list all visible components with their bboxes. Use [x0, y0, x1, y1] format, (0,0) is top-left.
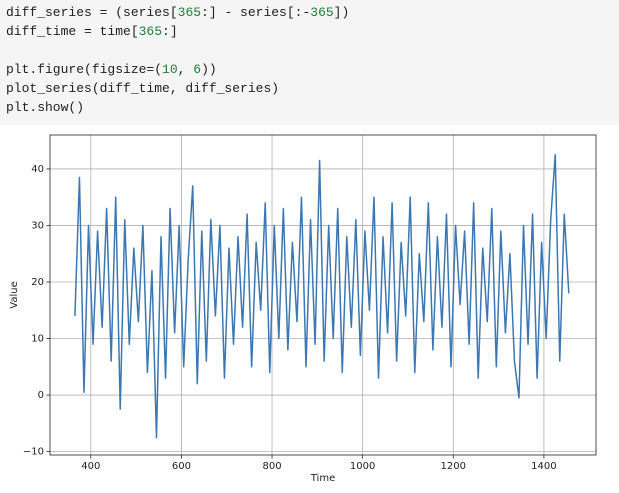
code-token: plt.figure(figsize=( — [6, 62, 163, 77]
x-tick-label: 1000 — [350, 461, 375, 472]
code-token: )) — [201, 62, 217, 77]
code-token: 365 — [177, 5, 202, 20]
code-token: 365 — [310, 5, 334, 20]
y-tick-label: 40 — [31, 164, 44, 175]
code-token: plot_series(diff_time, diff_series) — [6, 81, 280, 96]
code-token: ]) — [333, 5, 350, 20]
code-block: diff_series = (series[365:] - series[:-3… — [6, 3, 613, 41]
code-line: diff_series = (series[365:] - series[:-3… — [6, 3, 613, 22]
code-line: plot_series(diff_time, diff_series) — [6, 79, 613, 98]
code-token: 6 — [193, 62, 202, 77]
code-block: plt.figure(figsize=(10, 6)) plot_series(d… — [6, 60, 613, 117]
x-tick-label: 400 — [81, 461, 100, 472]
y-tick-label: 10 — [31, 334, 44, 345]
code-token: diff_series = (series[ — [6, 5, 178, 20]
axes-frame — [49, 134, 597, 456]
code-line: diff_time = time[365:] — [6, 22, 613, 41]
data-line — [74, 154, 570, 439]
code-token: 10 — [162, 62, 178, 77]
y-tick-label: 30 — [31, 220, 44, 231]
x-tick-label: 1200 — [441, 461, 466, 472]
code-token: :] - series[:- — [201, 5, 311, 20]
code-token: 365 — [138, 24, 163, 39]
x-tick-label: 600 — [172, 461, 191, 472]
code-token: diff_time = time[ — [6, 24, 139, 39]
y-tick-label: 20 — [31, 277, 44, 288]
x-tick-label: 1400 — [531, 461, 556, 472]
x-tick-label: 800 — [262, 461, 281, 472]
y-axis-label: Value — [9, 281, 20, 308]
y-tick-label: −10 — [23, 447, 44, 458]
code-line: plt.show() — [6, 98, 613, 117]
code-token: , — [177, 62, 194, 77]
code-line: plt.figure(figsize=(10, 6)) — [6, 60, 613, 79]
code-cell: diff_series = (series[365:] - series[:-3… — [0, 0, 619, 125]
x-axis-label: Time — [310, 473, 335, 484]
code-token: plt.show() — [6, 100, 85, 115]
y-tick-label: 0 — [38, 390, 44, 401]
code-token: :] — [162, 24, 178, 39]
